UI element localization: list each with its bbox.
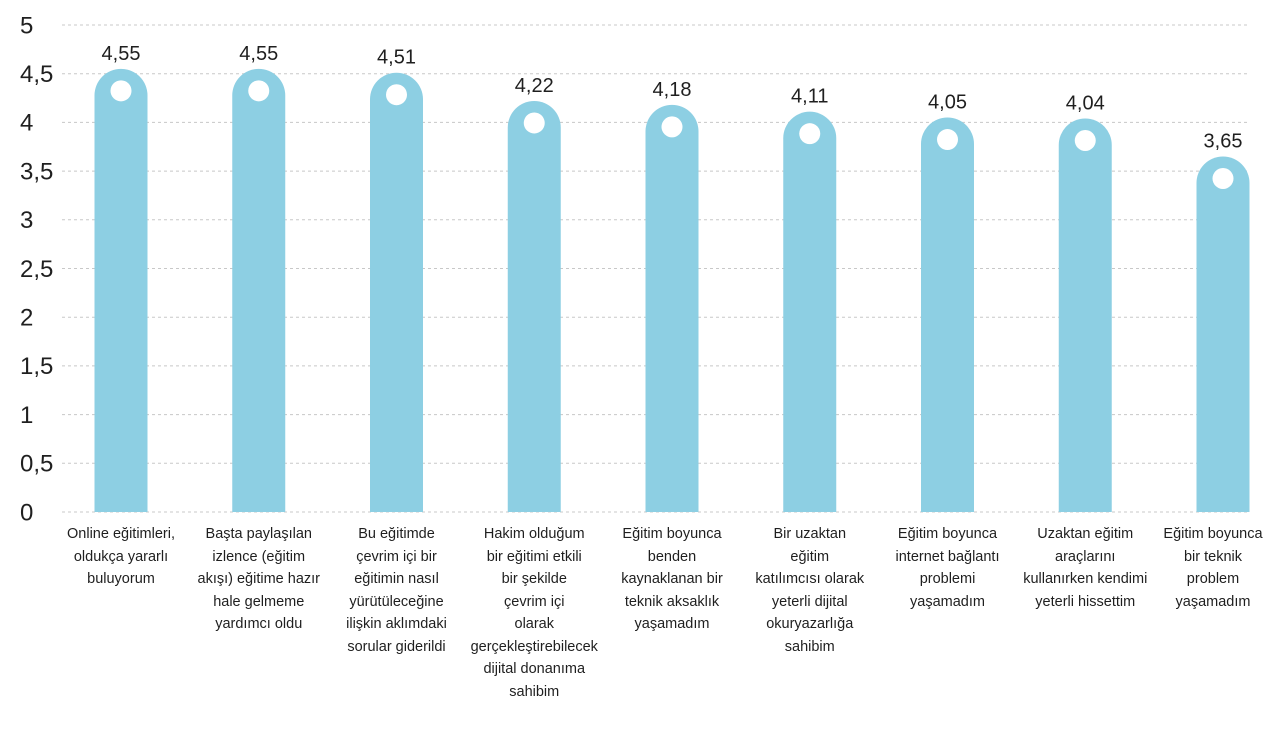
x-tick-label: Online eğitimleri, oldukça yararlı buluyor… (55, 523, 187, 591)
x-tick-label-line: araçlarını (1055, 548, 1116, 565)
x-tick-label-line: izlence (eğitim (212, 548, 306, 565)
x-tick-label-line: oldukça yararlı (73, 548, 169, 565)
x-tick-label-line: çevrim içi (504, 593, 565, 610)
x-tick-label-line: eğitimin nasıl (354, 571, 439, 587)
bar (1196, 156, 1250, 513)
x-tick-label-line: problem (1186, 571, 1240, 587)
x-tick-label: Uzaktan eğitim araçlarını kullanırken kend… (1019, 523, 1151, 613)
x-tick-label-line: eğitim (790, 548, 830, 565)
x-tick-label-line: hale gelmeme (213, 593, 305, 610)
bar-marker-dot (1212, 167, 1234, 189)
x-tick-label-line: Eğitim boyunca (897, 526, 998, 542)
x-tick-label: Eğitim boyunca benden kaynaklanan bir tekni… (606, 523, 738, 636)
y-tick-label: 4 (20, 110, 33, 137)
x-tick-label-line: olarak (514, 616, 555, 632)
x-tick-label-line: Başta paylaşılan (205, 526, 312, 542)
x-tick-label-line: problemi (919, 571, 976, 587)
x-tick-label-line: çevrim içi bir (356, 548, 437, 565)
bar (370, 72, 423, 512)
bar-marker-dot (248, 80, 270, 102)
bar (94, 68, 148, 512)
x-tick-label-line: kullanırken kendimi (1023, 571, 1148, 587)
x-tick-label: Bir uzaktan eğitim katılımcısı olarak yeter… (744, 523, 876, 658)
x-tick-label-line: Hakim olduğum (483, 526, 585, 542)
bar (645, 104, 699, 513)
x-tick-label-line: teknik aksaklık (624, 593, 720, 610)
y-tick-label: 1 (20, 402, 33, 429)
data-label: 4,22 (515, 75, 554, 97)
x-tick-label-line: dijital donanıma (483, 661, 586, 677)
bar-marker-dot (386, 84, 407, 106)
data-label: 4,04 (1066, 93, 1105, 115)
x-tick-label: Hakim olduğum bir eğitimi etkili bir şekil… (468, 523, 600, 703)
x-tick-label-line: kaynaklanan bir (621, 571, 723, 587)
x-tick-label-line: yaşamadım (634, 616, 710, 632)
x-tick-label: Eğitim boyunca internet bağlantı problemi y… (882, 523, 1014, 613)
x-tick-label-line: Eğitim boyunca (1163, 526, 1263, 542)
bar (783, 111, 837, 512)
bar-marker-dot (661, 116, 683, 138)
bar-marker-dot (1074, 130, 1096, 152)
y-tick-label: 5 (20, 12, 33, 39)
x-tick-label-line: sahibim (509, 683, 560, 700)
x-tick-label: Bu eğitimde çevrim içi bir eğitimin nasıl y… (331, 523, 463, 658)
x-tick-label-line: Eğitim boyunca (622, 526, 722, 542)
x-tick-label-line: okuryazarlığa (766, 616, 854, 632)
x-tick-label-line: yaşamadım (1175, 593, 1251, 610)
y-tick-label: 3 (20, 207, 33, 234)
data-label: 4,51 (377, 47, 416, 69)
y-tick-label: 0 (20, 499, 33, 526)
x-tick-label-line: Uzaktan eğitim (1037, 526, 1134, 542)
data-label: 4,55 (102, 43, 141, 65)
x-tick-label-line: yeterli dijital (771, 593, 848, 610)
bar-marker-dot (937, 129, 958, 151)
bar (1058, 118, 1112, 512)
x-tick-label-line: ilişkin aklımdaki (346, 616, 447, 632)
x-tick-label-line: Online eğitimleri, (67, 526, 175, 542)
x-tick-label-line: buluyorum (87, 571, 155, 587)
x-tick-label: Başta paylaşılan izlence (eğitim akışı) eğ… (193, 523, 325, 636)
y-tick-label: 0,5 (20, 451, 53, 478)
x-tick-label-line: bir teknik (1183, 548, 1243, 565)
bar (232, 68, 286, 512)
x-tick-label-line: Bir uzaktan (773, 526, 847, 542)
y-tick-label: 4,5 (20, 61, 53, 88)
x-tick-label-line: katılımcısı olarak (755, 571, 865, 587)
x-tick-label-line: yaşamadım (910, 593, 985, 610)
x-tick-label-line: sorular giderildi (347, 638, 446, 655)
data-label: 4,18 (653, 79, 692, 101)
y-tick-label: 3,5 (20, 158, 53, 185)
data-label: 3,65 (1204, 130, 1243, 152)
x-tick-label-line: benden (647, 548, 697, 565)
y-tick-label: 2 (20, 305, 33, 332)
x-tick-label-line: internet bağlantı (895, 548, 1000, 565)
data-label: 4,55 (239, 43, 278, 65)
x-tick-label-line: yeterli hissettim (1035, 593, 1136, 610)
bar-marker-dot (799, 123, 821, 145)
x-tick-label-line: yardımcı oldu (215, 616, 303, 632)
x-tick-label-line: yürütüleceğine (349, 593, 444, 610)
bar-marker-dot (523, 112, 545, 134)
bar (507, 100, 561, 513)
x-tick-label: Eğitim boyunca bir teknik problem yaşamadım (1147, 523, 1279, 613)
data-label: 4,05 (928, 92, 967, 114)
bar-marker-dot (110, 80, 132, 102)
x-tick-label-line: gerçekleştirebilecek (470, 638, 598, 655)
x-tick-label-line: Bu eğitimde (358, 526, 435, 542)
x-tick-label-line: akışı) eğitime hazır (197, 571, 321, 587)
x-tick-label-line: bir eğitimi etkili (486, 548, 582, 565)
x-tick-label-line: sahibim (784, 638, 835, 655)
bar (921, 117, 974, 512)
x-tick-label-line: bir şekilde (501, 571, 567, 587)
y-tick-label: 2,5 (20, 256, 53, 283)
data-label: 4,11 (791, 86, 828, 108)
y-tick-label: 1,5 (20, 353, 53, 380)
